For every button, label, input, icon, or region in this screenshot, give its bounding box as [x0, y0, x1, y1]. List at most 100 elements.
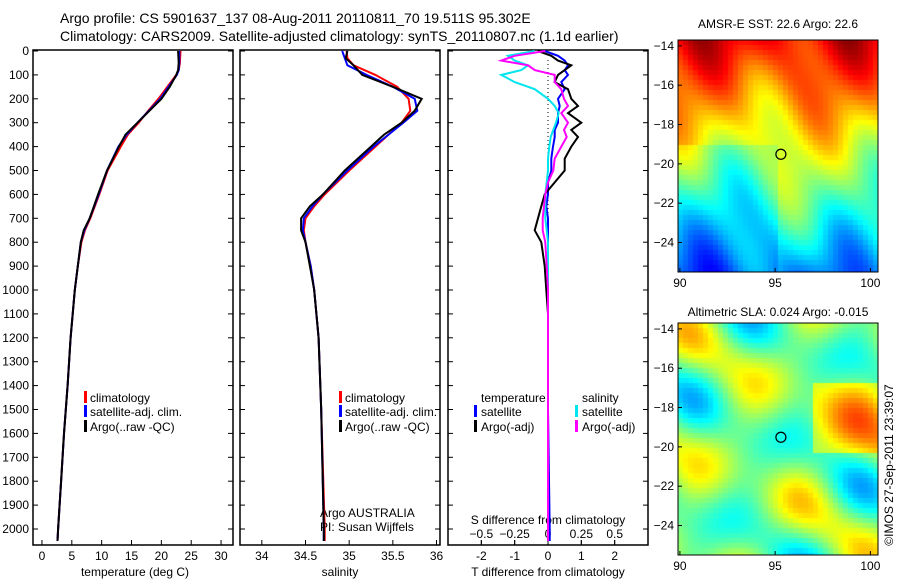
- x-tick-label: -2: [476, 549, 487, 563]
- lat-tick-label: −18: [654, 401, 675, 415]
- s-x-tick-label: −0.25: [499, 527, 530, 541]
- lat-tick-label: −16: [654, 361, 675, 375]
- argo-float-marker: [775, 431, 787, 443]
- x-tick-label: 35.5: [381, 549, 405, 563]
- x-tick-label: 25: [185, 549, 199, 563]
- x-tick-label: -1: [509, 549, 520, 563]
- map-frame: [677, 39, 879, 273]
- depth-tick-label: 300: [9, 116, 29, 130]
- legend-color-swatch: [339, 420, 342, 432]
- depth-tick-label: 0: [22, 44, 29, 58]
- legend-color-swatch: [84, 420, 87, 432]
- legend-t-argo: Argo(-adj): [481, 420, 534, 434]
- x-tick-label: 30: [214, 549, 228, 563]
- s-x-tick-label: −0.5: [469, 527, 493, 541]
- depth-tick-label: 1100: [3, 307, 29, 321]
- title-line-2: Climatology: CARS2009. Satellite-adjuste…: [60, 28, 618, 44]
- map-frame: [677, 322, 879, 556]
- legend-salinity-title: salinity: [582, 391, 619, 405]
- legend-satellite: satellite-adj. clim.: [345, 405, 437, 419]
- depth-tick-label: 1300: [2, 355, 29, 369]
- series-line-t-argo-adj-: [533, 50, 584, 541]
- salinity-xlabel: salinity: [322, 565, 359, 579]
- difference-legend: temperature satellite Argo(-adj) salinit…: [481, 391, 635, 434]
- legend-color-swatch: [339, 391, 342, 403]
- x-tick-label: 2: [611, 549, 618, 563]
- temperature-xlabel: temperature (deg C): [81, 565, 189, 579]
- x-tick-label: 20: [155, 549, 169, 563]
- depth-tick-label: 100: [9, 68, 29, 82]
- plot-frame-salinity: [239, 49, 441, 546]
- x-tick-label: 34.5: [294, 549, 318, 563]
- depth-tick-label: 2000: [2, 522, 29, 536]
- series-line-s-argo-adj-: [497, 50, 570, 541]
- lon-tick-label: 90: [673, 559, 687, 573]
- x-tick-label: 36: [430, 549, 444, 563]
- series-line-argo-raw-qc-: [300, 50, 424, 541]
- legend-color-swatch: [84, 391, 87, 403]
- sla-map-image: [678, 323, 878, 555]
- depth-tick-label: 1700: [2, 450, 29, 464]
- legend-color-swatch: [575, 420, 578, 432]
- s-x-tick-label: 0.5: [606, 527, 623, 541]
- lat-tick-label: −16: [654, 78, 675, 92]
- lon-tick-label: 100: [860, 276, 880, 290]
- legend-argo: Argo(..raw -QC): [90, 420, 175, 434]
- depth-tick-label: 1900: [2, 498, 29, 512]
- legend-climatology: climatology: [90, 391, 150, 405]
- legend-argo: Argo(..raw -QC): [345, 420, 430, 434]
- x-tick-label: 5: [68, 549, 75, 563]
- t-diff-xlabel: T difference from climatology: [471, 565, 625, 579]
- credit-timestamp: ©IMOS 27-Sep-2011 23:39:07: [882, 384, 896, 546]
- lat-tick-label: −14: [654, 322, 675, 336]
- sla-map-title: Altimetric SLA: 0.024 Argo: -0.015: [688, 305, 869, 319]
- x-tick-label: 0: [545, 549, 552, 563]
- pi-label: PI: Susan Wijffels: [320, 520, 414, 534]
- lat-tick-label: −24: [654, 236, 675, 250]
- x-tick-label: 34: [255, 549, 269, 563]
- title-line-1: Argo profile: CS 5901637_137 08-Aug-2011…: [60, 10, 531, 26]
- legend-temperature-title: temperature: [481, 391, 546, 405]
- lat-tick-label: −24: [654, 519, 675, 533]
- salinity-legend: climatology satellite-adj. clim. Argo(..…: [345, 391, 437, 434]
- series-line-climatology: [56, 50, 182, 542]
- depth-tick-label: 1800: [2, 474, 29, 488]
- depth-tick-label: 600: [9, 187, 29, 201]
- series-line-climatology: [302, 50, 412, 541]
- legend-climatology: climatology: [345, 391, 405, 405]
- argo-float-marker: [775, 148, 787, 160]
- lat-tick-label: −14: [654, 39, 675, 53]
- depth-tick-label: 500: [9, 164, 29, 178]
- lat-tick-label: −22: [654, 479, 675, 493]
- depth-tick-label: 800: [9, 235, 29, 249]
- legend-color-swatch: [339, 405, 342, 417]
- legend-satellite: satellite-adj. clim.: [90, 405, 182, 419]
- legend-t-satellite: satellite: [481, 405, 522, 419]
- plot-frame-temperature: [32, 49, 234, 546]
- legend-s-satellite: satellite: [582, 405, 623, 419]
- legend-color-swatch: [84, 405, 87, 417]
- sst-map-title: AMSR-E SST: 22.6 Argo: 22.6: [698, 17, 858, 31]
- x-tick-label: 10: [95, 549, 109, 563]
- argo-australia-label: Argo AUSTRALIA: [320, 506, 415, 520]
- lat-tick-label: −20: [654, 157, 675, 171]
- x-tick-label: 0: [39, 549, 46, 563]
- depth-tick-label: 1000: [2, 283, 29, 297]
- depth-tick-label: 400: [9, 140, 29, 154]
- temperature-legend: climatology satellite-adj. clim. Argo(..…: [90, 391, 182, 434]
- legend-color-swatch: [474, 420, 477, 432]
- series-line-argo-raw-qc-: [56, 50, 180, 542]
- lon-tick-label: 95: [768, 559, 782, 573]
- depth-tick-label: 1600: [2, 426, 29, 440]
- lon-tick-label: 95: [768, 276, 782, 290]
- depth-tick-label: 1500: [2, 403, 29, 417]
- lat-tick-label: −18: [654, 118, 675, 132]
- lon-tick-label: 90: [673, 276, 687, 290]
- series-line-s-satellite: [498, 50, 560, 541]
- lat-tick-label: −20: [654, 440, 675, 454]
- legend-color-swatch: [474, 405, 477, 417]
- depth-tick-label: 200: [9, 92, 29, 106]
- legend-s-argo: Argo(-adj): [582, 420, 635, 434]
